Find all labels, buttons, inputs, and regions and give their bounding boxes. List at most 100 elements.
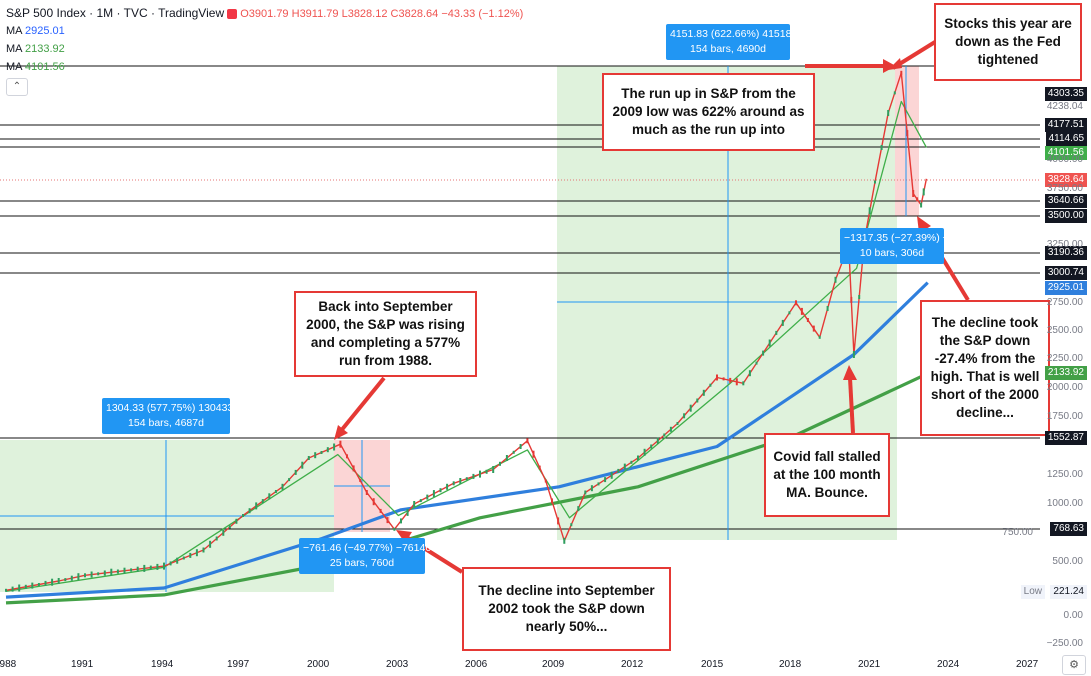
symbol-title[interactable]: S&P 500 Index · 1M · TVC · TradingView [6, 6, 225, 20]
price-candle [617, 468, 620, 473]
price-candle [359, 478, 362, 482]
price-candle [110, 568, 113, 576]
ma100-legend[interactable]: MA 2925.01 [6, 22, 523, 40]
price-candle [663, 433, 666, 437]
price-label-4303: 4303.35 [1044, 87, 1087, 101]
price-candle [372, 498, 375, 506]
price-candle [826, 306, 829, 311]
price-candle [446, 483, 449, 490]
price-candle [386, 517, 389, 524]
price-candle [696, 398, 699, 403]
annotation-run-up: The run up in S&P from the 2009 low was … [602, 73, 815, 151]
price-candle [818, 335, 821, 339]
chevron-up-icon[interactable]: ⌃ [6, 78, 28, 96]
price-candle [577, 506, 580, 512]
price-candle [492, 466, 495, 473]
price-candle [215, 536, 218, 541]
price-candle [893, 91, 896, 95]
price-candle [11, 586, 14, 592]
y-tick-label: 2750.00 [1046, 297, 1083, 308]
price-candle [656, 437, 659, 444]
price-candle [916, 197, 919, 202]
measure-box-2022: −1317.35 (−27.39%) −131735 10 bars, 306d [840, 228, 984, 264]
price-candle [452, 481, 455, 486]
price-candle [806, 318, 809, 322]
annotation-decline2022: The decline took the S&P down -27.4% fro… [920, 300, 1050, 436]
price-candle [775, 330, 778, 335]
measure-box-2000: −761.46 (−49.77%) −76146 25 bars, 760d [299, 538, 431, 574]
price-candle [584, 490, 587, 495]
price-candle [459, 478, 462, 484]
x-tick-label: 1991 [71, 659, 94, 670]
price-candle [762, 350, 765, 356]
x-tick-label: 2015 [701, 659, 724, 670]
y-tick-label: 1250.00 [1046, 469, 1083, 480]
ma12-value: 4101.56 [24, 61, 65, 73]
price-candle [294, 469, 297, 475]
x-tick-label: 2009 [542, 659, 565, 670]
price-candle [274, 490, 277, 493]
price-candle [255, 502, 258, 510]
x-tick-label: 1994 [151, 659, 174, 670]
price-candle [505, 455, 508, 461]
measure-box-2009: 4151.83 (622.66%) 415183 154 bars, 4690d [666, 24, 797, 60]
price-label-3640: 3640.66 [1044, 194, 1087, 208]
price-candle [202, 547, 205, 553]
price-candle [702, 389, 705, 396]
price-candle [176, 557, 179, 564]
low-label: Low [1020, 585, 1045, 599]
price-candle [683, 413, 686, 419]
price-candle [64, 578, 67, 582]
price-candle [742, 381, 745, 386]
price-candle [812, 325, 815, 332]
price-candle [472, 473, 475, 479]
price-candle [643, 448, 646, 456]
ma12-legend[interactable]: MA 4101.56 [6, 58, 523, 76]
ma100-line [5, 281, 929, 599]
chart-header: S&P 500 Index · 1M · TVC · TradingView O… [6, 4, 523, 96]
price-candle [669, 426, 672, 432]
ma12-line [5, 100, 927, 593]
price-candle [887, 110, 890, 116]
price-candle [748, 370, 751, 377]
price-candle [735, 378, 738, 386]
price-candle [97, 572, 100, 576]
annotation-top-right: Stocks this year are down as the Fed tig… [934, 3, 1082, 81]
ohlc-close: C3828.64 [390, 8, 439, 20]
annotation-decline2002: The decline into September 2002 took the… [462, 567, 671, 651]
price-candle [261, 499, 264, 504]
price-label-4101: 4101.56 [1044, 146, 1087, 160]
settings-gear-icon[interactable]: ⚙ [1062, 655, 1086, 675]
ma200-legend[interactable]: MA 2133.92 [6, 40, 523, 58]
x-tick-label: 2018 [779, 659, 802, 670]
y-tick-label: 2250.00 [1046, 353, 1083, 364]
price-candle [557, 517, 560, 525]
price-candle [406, 508, 409, 516]
price-candle [333, 443, 336, 451]
price-candle [597, 482, 600, 486]
price-candle [912, 190, 915, 197]
measure-2022-line1: −1317.35 (−27.39%) −131735 [844, 232, 984, 244]
price-candle [18, 584, 21, 592]
price-candle [563, 537, 566, 544]
ma200-value: 2133.92 [24, 43, 65, 55]
price-candle [519, 444, 522, 449]
price-candle [650, 444, 653, 449]
price-candle [630, 460, 633, 464]
price-candle [439, 488, 442, 493]
price-candle [314, 452, 317, 459]
arrow-sept2000 [338, 376, 386, 434]
price-candle [130, 568, 133, 572]
x-tick-label: 2027 [1016, 659, 1039, 670]
measure-2022-line2: 10 bars, 306d [859, 247, 925, 259]
price-candle [590, 485, 593, 492]
price-candle [281, 483, 284, 490]
price-candle [182, 556, 185, 560]
price-candle [143, 564, 146, 572]
price-candle [551, 498, 553, 504]
y-tick-label: −250.00 [1046, 638, 1083, 649]
market-status-icon [227, 9, 238, 20]
measure-2000-line2: 25 bars, 760d [329, 557, 395, 569]
price-candle [755, 361, 758, 365]
price-candle [532, 450, 535, 458]
